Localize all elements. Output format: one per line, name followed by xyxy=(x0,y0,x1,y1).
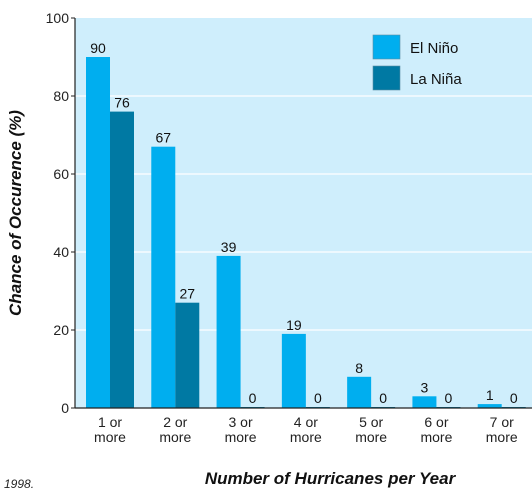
value-label: 3 xyxy=(421,379,429,395)
bars xyxy=(86,57,526,408)
x-axis-title: Number of Hurricanes per Year xyxy=(205,469,457,488)
footnote: 1998. xyxy=(4,477,34,491)
value-label: 0 xyxy=(445,390,453,406)
value-label: 39 xyxy=(221,239,237,255)
legend: El Niño La Niña xyxy=(372,34,462,91)
value-label: 1 xyxy=(486,387,494,403)
x-tick-label: more xyxy=(486,429,518,445)
x-tick-label: more xyxy=(94,429,126,445)
value-label: 27 xyxy=(179,286,195,302)
y-tick-label: 60 xyxy=(53,166,69,182)
axes xyxy=(74,18,532,409)
bar-el-nino xyxy=(347,376,372,408)
y-tick-label: 100 xyxy=(46,10,70,26)
bar-el-nino xyxy=(151,146,176,408)
bar-la-nina xyxy=(110,111,134,408)
value-label: 8 xyxy=(355,360,363,376)
value-label: 0 xyxy=(510,390,518,406)
x-tick-label: more xyxy=(159,429,191,445)
bar-el-nino xyxy=(412,396,437,408)
legend-swatch-el-nino xyxy=(372,34,401,60)
y-tick-label: 40 xyxy=(53,244,69,260)
legend-label-la-nina: La Niña xyxy=(410,71,462,88)
y-tick-label: 20 xyxy=(53,322,69,338)
x-tick-label: more xyxy=(290,429,322,445)
value-label: 67 xyxy=(155,130,171,146)
x-tick-label: 6 or xyxy=(424,414,448,430)
value-label: 0 xyxy=(379,390,387,406)
value-label: 76 xyxy=(114,95,130,111)
x-tick-label: more xyxy=(225,429,257,445)
value-label: 90 xyxy=(90,40,106,56)
x-tick-label: 7 or xyxy=(490,414,514,430)
x-tick-label: 4 or xyxy=(294,414,318,430)
x-tick-label: 5 or xyxy=(359,414,383,430)
bar-el-nino xyxy=(86,57,110,408)
value-label: 0 xyxy=(314,390,322,406)
bar-el-nino xyxy=(216,255,241,408)
bar-la-nina xyxy=(175,302,200,408)
y-axis-title: Chance of Occurence (%) xyxy=(6,110,25,316)
gridlines xyxy=(75,95,532,331)
x-tick-label: 3 or xyxy=(229,414,253,430)
legend-label-el-nino: El Niño xyxy=(410,40,458,57)
y-tick-label: 0 xyxy=(61,400,69,416)
bar-el-nino xyxy=(281,333,306,408)
x-tick-label: more xyxy=(420,429,452,445)
x-tick-label: 2 or xyxy=(163,414,187,430)
x-tick-label: more xyxy=(355,429,387,445)
x-tick-label: 1 or xyxy=(98,414,122,430)
value-label: 0 xyxy=(249,390,257,406)
bar-el-nino xyxy=(477,404,502,408)
legend-swatch-la-nina xyxy=(372,65,401,91)
y-tick-label: 80 xyxy=(53,88,69,104)
value-label: 19 xyxy=(286,317,302,333)
y-tick-labels: 0 20 40 60 80 100 xyxy=(46,10,75,416)
